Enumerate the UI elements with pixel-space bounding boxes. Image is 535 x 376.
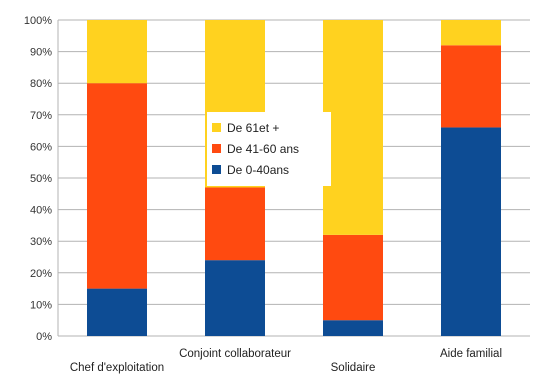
y-tick-label: 50% xyxy=(30,173,52,185)
bar-segment xyxy=(205,187,265,261)
y-tick-label: 20% xyxy=(30,268,52,280)
legend: De 61et + De 41-60 ans De 0-40ans xyxy=(207,112,331,186)
bar-segment xyxy=(323,20,383,235)
x-axis: Chef d'exploitation Conjoint collaborateu… xyxy=(70,348,502,374)
legend-label: De 0-40ans xyxy=(227,163,289,177)
bar-segment xyxy=(441,127,501,336)
legend-swatch xyxy=(212,123,221,132)
y-tick-label: 40% xyxy=(30,205,52,217)
bar-segment xyxy=(323,234,383,321)
bar-segment xyxy=(87,20,147,84)
y-tick-label: 100% xyxy=(24,15,52,27)
legend-swatch xyxy=(212,144,221,153)
y-axis: 0% 10% 20% 30% 40% 50% 60% 70% 80% 90% 100% xyxy=(24,15,59,343)
y-tick-label: 80% xyxy=(30,78,52,90)
bar-segment xyxy=(441,20,501,46)
y-tick-label: 10% xyxy=(30,299,52,311)
bar-segment xyxy=(87,83,147,289)
bar-segment xyxy=(87,288,147,336)
y-tick-label: 60% xyxy=(30,141,52,153)
legend-box xyxy=(207,112,331,186)
y-tick-label: 0% xyxy=(36,331,52,343)
x-category-label: Conjoint collaborateur xyxy=(179,348,291,360)
legend-label: De 61et + xyxy=(227,121,279,135)
legend-swatch xyxy=(212,165,221,174)
legend-label: De 41-60 ans xyxy=(227,142,299,156)
x-category-label: Chef d'exploitation xyxy=(70,362,164,374)
y-tick-label: 30% xyxy=(30,236,52,248)
x-category-label: Solidaire xyxy=(331,362,376,374)
bar-segment xyxy=(323,320,383,336)
bar-segment xyxy=(441,45,501,128)
x-category-label: Aide familial xyxy=(440,348,502,360)
y-tick-label: 70% xyxy=(30,110,52,122)
y-tick-label: 90% xyxy=(30,47,52,59)
bar-segment xyxy=(205,260,265,336)
